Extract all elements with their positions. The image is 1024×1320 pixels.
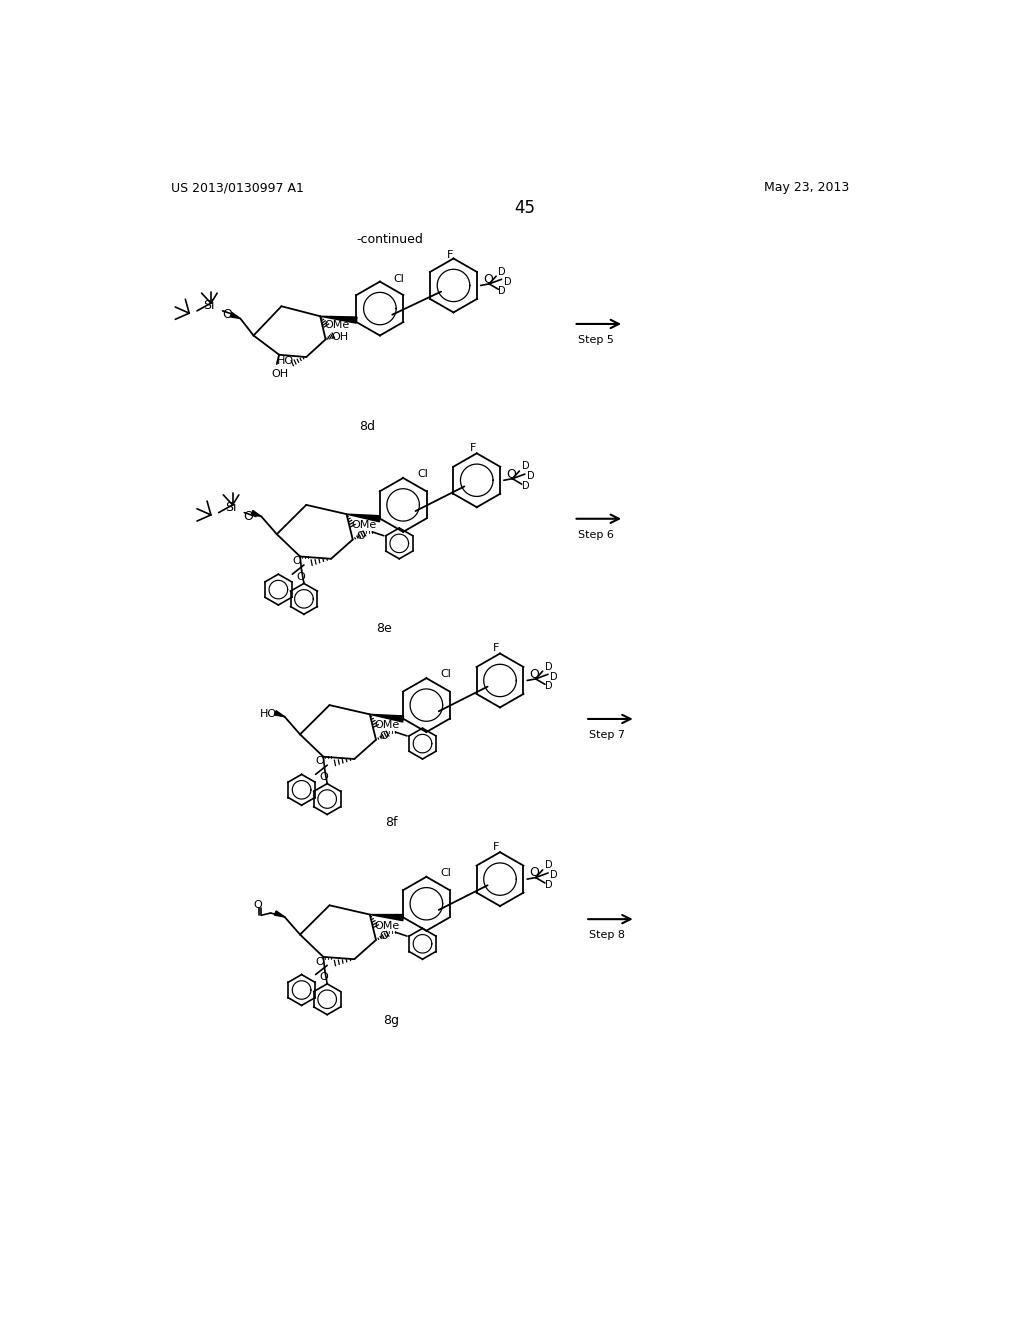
Text: O''': O''' xyxy=(356,531,375,541)
Text: OMe: OMe xyxy=(324,321,349,330)
Text: OMe: OMe xyxy=(375,921,399,931)
Polygon shape xyxy=(251,511,261,516)
Text: F: F xyxy=(493,842,500,851)
Text: D: D xyxy=(550,672,558,681)
Text: OMe: OMe xyxy=(375,721,399,730)
Text: O: O xyxy=(296,572,305,582)
Text: OMe: OMe xyxy=(351,520,377,531)
Text: May 23, 2013: May 23, 2013 xyxy=(764,181,849,194)
Text: Si: Si xyxy=(204,298,215,312)
Text: F: F xyxy=(446,249,453,260)
Text: Step 6: Step 6 xyxy=(578,529,613,540)
Text: D: D xyxy=(545,861,553,870)
Polygon shape xyxy=(274,710,285,717)
Text: HO: HO xyxy=(260,709,276,719)
Text: 8f: 8f xyxy=(385,816,397,829)
Text: D: D xyxy=(504,277,512,286)
Text: D: D xyxy=(550,870,558,880)
Text: D: D xyxy=(521,480,529,491)
Text: O''': O''' xyxy=(380,931,398,941)
Text: O: O xyxy=(506,467,516,480)
Text: D: D xyxy=(499,286,506,296)
Text: O''': O''' xyxy=(315,756,334,767)
Polygon shape xyxy=(321,317,357,323)
Polygon shape xyxy=(230,313,241,318)
Text: Cl: Cl xyxy=(394,275,404,284)
Text: D: D xyxy=(545,661,553,672)
Text: -continued: -continued xyxy=(356,232,424,246)
Text: O''': O''' xyxy=(315,957,334,966)
Text: HO: HO xyxy=(276,356,294,366)
Text: O''': O''' xyxy=(380,731,398,741)
Text: O: O xyxy=(253,900,262,911)
Text: O''': O''' xyxy=(292,556,310,566)
Text: OH: OH xyxy=(332,333,349,342)
Polygon shape xyxy=(346,515,380,521)
Polygon shape xyxy=(274,911,285,917)
Text: D: D xyxy=(521,462,529,471)
Text: OH: OH xyxy=(271,368,289,379)
Text: D: D xyxy=(527,471,535,482)
Text: O: O xyxy=(319,772,328,781)
Text: Step 7: Step 7 xyxy=(589,730,625,739)
Text: Cl: Cl xyxy=(440,869,452,878)
Text: O: O xyxy=(319,973,328,982)
Text: Si: Si xyxy=(225,500,237,513)
Text: Cl: Cl xyxy=(440,669,452,680)
Text: 8e: 8e xyxy=(376,622,391,635)
Text: D: D xyxy=(545,681,553,690)
Text: US 2013/0130997 A1: US 2013/0130997 A1 xyxy=(171,181,303,194)
Text: F: F xyxy=(470,444,476,453)
Text: O: O xyxy=(529,668,540,681)
Text: D: D xyxy=(545,879,553,890)
Text: 8g: 8g xyxy=(384,1014,399,1027)
Polygon shape xyxy=(370,915,403,920)
Text: O: O xyxy=(244,510,254,523)
Text: Step 5: Step 5 xyxy=(578,335,613,345)
Text: O: O xyxy=(483,273,493,286)
Text: O: O xyxy=(222,308,231,321)
Text: 8d: 8d xyxy=(358,420,375,433)
Text: Step 8: Step 8 xyxy=(589,929,625,940)
Text: Cl: Cl xyxy=(417,469,428,479)
Text: D: D xyxy=(499,267,506,277)
Text: 45: 45 xyxy=(514,199,536,218)
Text: F: F xyxy=(493,643,500,653)
Polygon shape xyxy=(370,714,403,722)
Text: O: O xyxy=(529,866,540,879)
